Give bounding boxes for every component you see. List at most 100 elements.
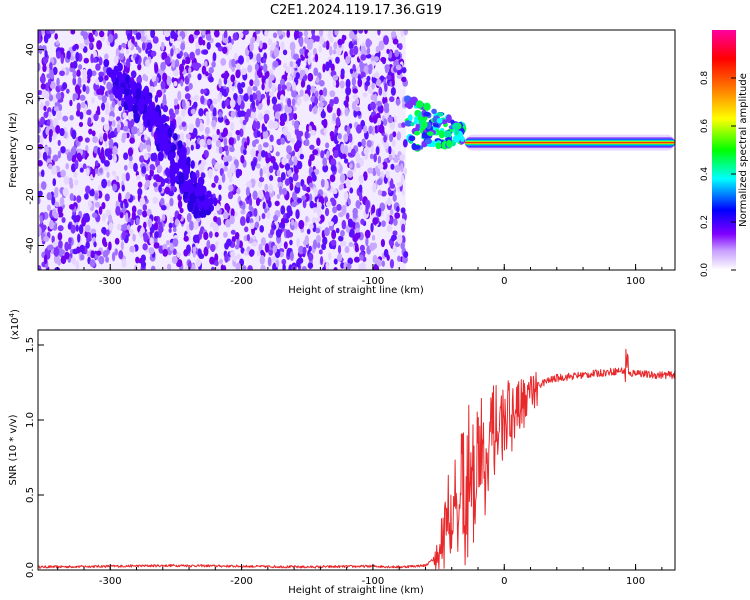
spectrogram-noise-cell: [262, 166, 267, 174]
spectrogram-noise-cell: [154, 63, 159, 74]
spectrogram-noise-cell: [101, 116, 105, 123]
spectrogram-noise-cell: [205, 33, 212, 41]
spectrogram-noise-cell: [168, 222, 173, 229]
spectrogram-noise-cell: [324, 207, 330, 217]
spectrogram-noise-cell: [296, 197, 303, 204]
spectrogram-noise-cell: [222, 46, 228, 54]
spectrogram-noise-cell: [389, 183, 396, 189]
spectrogram-noise-cell: [145, 47, 149, 55]
spectrogram-noise-cell: [144, 182, 148, 191]
spectrogram-noise-cell: [315, 234, 322, 244]
spectrogram-noise-cell: [278, 185, 283, 196]
spectrogram-noise-cell: [111, 251, 116, 262]
spectrogram-noise-cell: [145, 173, 149, 181]
spectrogram-noise-cell: [332, 188, 338, 195]
spectrogram-noise-cell: [142, 204, 148, 211]
spectrogram-noise-cell: [322, 63, 326, 73]
spectrogram-noise-cell: [378, 40, 385, 51]
spectrogram-noise-cell: [125, 192, 131, 200]
spectrogram-noise-cell: [262, 130, 269, 139]
spectrogram-noise-cell: [214, 260, 219, 267]
snr-frame: [37, 329, 676, 571]
spectrogram-noise-cell: [161, 53, 166, 61]
spectrogram-noise-cell: [367, 39, 373, 47]
spectrogram-noise-cell: [363, 171, 368, 181]
spectrogram-noise-cell: [39, 102, 45, 111]
spectrogram-noise-cell: [371, 234, 376, 241]
spectrogram-track-cell: [177, 140, 183, 148]
spectrogram-noise-cell: [194, 142, 201, 150]
spectrogram-noise-cell: [375, 78, 382, 87]
spectrogram-noise-cell: [48, 244, 54, 251]
spectrogram-noise-cell: [325, 262, 330, 270]
spectrogram-noise-cell: [184, 56, 191, 65]
spectrogram-noise-cell: [249, 79, 254, 87]
spectrogram-noise-cell: [325, 150, 330, 159]
spectrogram-noise-cell: [290, 219, 295, 226]
spectrogram-noise-cell: [105, 108, 110, 115]
colorbar-tick-label: 0.0: [700, 263, 710, 278]
spectrogram-noise-cell: [227, 42, 233, 51]
spectrogram-track-cell: [187, 199, 194, 212]
spectrogram-noise-cell: [283, 241, 288, 250]
spectrogram-track-cell: [159, 141, 165, 152]
spectrogram-noise-cell: [234, 244, 240, 250]
spectrogram-noise-cell: [314, 90, 319, 98]
colorbar-tick-label: 0.8: [700, 71, 710, 86]
spectrogram-noise-cell: [213, 30, 220, 38]
spectrogram-noise-cell: [342, 153, 347, 160]
spectrogram-noise-cell: [135, 217, 140, 226]
spectrogram-frame: [37, 29, 676, 271]
spectrogram-noise-cell: [48, 163, 53, 170]
spectrogram-noise-cell: [49, 61, 53, 71]
spectrogram-noise-cell: [92, 57, 98, 63]
spectrogram-noise-cell: [345, 86, 352, 96]
spectrogram-noise-cell: [329, 131, 335, 138]
spectrogram-noise-cell: [277, 181, 284, 189]
spectrogram-noise-cell: [74, 179, 79, 186]
spectrogram-noise-cell: [267, 200, 272, 208]
spectrogram-noise-cell: [378, 124, 385, 134]
spectrogram-noise-cell: [236, 253, 241, 260]
spectrogram-noise-cell: [260, 237, 266, 246]
spectrogram-noise-cell: [259, 255, 265, 265]
spectrogram-noise-cell: [172, 248, 177, 256]
spectrogram-noise-cell: [308, 125, 312, 132]
spectrogram-noise-cell: [94, 201, 101, 208]
spectrogram-noise-cell: [228, 184, 234, 192]
spectrogram-noise-cell: [276, 193, 281, 200]
spectrogram-noise-cell: [181, 121, 187, 128]
spectrogram-noise-cell: [102, 239, 106, 247]
spectrogram-noise-cell: [38, 126, 41, 134]
spectrogram-track-cell: [170, 144, 177, 152]
spectrogram-noise-cell: [299, 153, 305, 160]
spectrogram-noise-cell: [385, 170, 390, 179]
spectrogram-noise-cell: [309, 154, 315, 161]
spectrogram-noise-cell: [75, 51, 80, 62]
spectrogram-track-cell: [130, 80, 138, 91]
spectrogram-noise-cell: [79, 94, 86, 101]
spectrogram-noise-cell: [276, 30, 283, 36]
spectrogram-noise-cell: [171, 112, 176, 119]
spectrogram-noise-cell: [42, 151, 48, 161]
spectrogram-noise-cell: [94, 160, 99, 167]
spectrogram-x-tick-label: -100: [362, 276, 385, 287]
spectrogram-noise-cell: [166, 263, 172, 270]
spectrogram-noise-cell: [108, 241, 112, 251]
spectrogram-noise-cell: [94, 30, 99, 37]
spectrogram-noise-cell: [204, 150, 209, 158]
spectrogram-noise-cell: [341, 173, 345, 182]
spectrogram-noise-cell: [370, 94, 376, 101]
spectrogram-noise-cell: [128, 228, 134, 235]
spectrogram-noise-cell: [330, 239, 337, 246]
spectrogram-noise-cell: [356, 124, 362, 134]
spectrogram-noise-cell: [319, 89, 324, 96]
spectrogram-noise-cell: [100, 102, 106, 111]
spectrogram-noise-cell: [199, 138, 206, 147]
spectrogram-noise-cell: [74, 159, 79, 170]
spectrogram-noise-cell: [192, 246, 197, 253]
spectrogram-noise-cell: [237, 95, 242, 106]
spectrogram-noise-cell: [319, 214, 325, 223]
spectrogram-noise-cell: [319, 256, 324, 266]
spectrogram-noise-cell: [104, 193, 110, 202]
